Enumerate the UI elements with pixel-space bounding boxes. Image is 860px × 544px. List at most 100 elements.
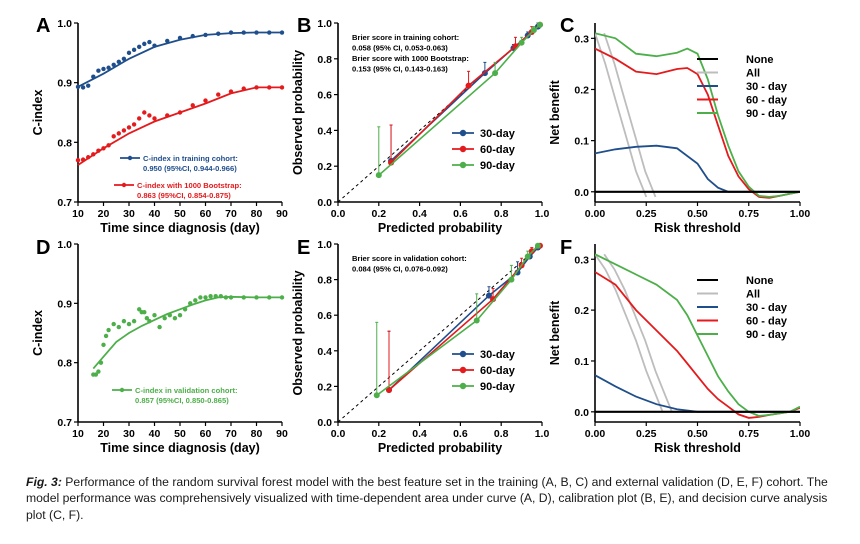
net-benefit-line-grey [595,253,664,413]
data-point-red [254,85,259,90]
data-point-green [203,295,208,300]
x-tick-label: 20 [98,208,110,220]
data-point-blue [254,30,259,35]
data-point-red [96,148,101,153]
legend-text: C-index in validation cohort: [135,386,238,395]
y-tick-label: 0.0 [317,417,332,429]
x-axis-title: Predicted probability [378,441,502,455]
data-point-blue [241,30,246,35]
calibration-point-green [534,242,541,249]
data-point-green [254,295,259,300]
panel-letter-D: D [36,237,50,259]
data-point-red [75,158,81,163]
data-point-green [93,372,99,377]
data-point-green [142,310,147,315]
data-point-green [279,295,285,300]
data-point-red [121,128,127,133]
legend-label: 60-day [480,144,516,156]
data-point-green [241,295,246,300]
data-point-red [131,122,137,127]
data-point-red [126,125,132,130]
data-point-blue [203,32,208,38]
net-benefit-line-green [595,32,800,198]
x-tick-label: 30 [123,208,135,220]
data-point-blue [86,83,91,88]
data-point-green [131,318,137,324]
data-point-blue [137,44,142,50]
legend-marker-blue [127,155,133,161]
legend-marker-red [459,145,467,153]
y-tick-label: 0.1 [574,356,589,368]
data-point-green [267,295,272,300]
figure-canvas: A 10 20 30 40 50 60 70 80 90 0.7 0.8 0.9 1.0 Time sinc… [31,15,810,455]
x-axis-title: Time since diagnosis (day) [100,221,260,235]
x-tick-label: 1.0 [535,428,550,440]
x-tick-label: 0.0 [331,428,346,440]
y-tick-label: 0.1 [574,136,589,148]
data-point-blue [165,38,170,44]
panel-B-axes: 0.0 0.2 0.4 0.6 0.8 1.0 0.0 0.2 0.4 0.6 0.8 1.0 Pred… [291,18,549,235]
y-tick-label: 0.2 [574,305,589,317]
x-tick-label: 50 [174,208,186,220]
legend-label: None [746,275,774,287]
y-axis-title: Observed probability [291,270,305,395]
panel-D-axes: 10 20 30 40 50 60 70 80 90 0.7 0.8 0.9 1.0 Time since… [31,239,288,455]
legend-label: 90-day [480,160,516,172]
brier-annotation: Brier score in validation cohort: [352,254,467,263]
panel-E-data: Brier score in validation cohort: 0.084 (… [337,242,543,423]
legend-label: All [746,68,760,80]
data-point-green [116,324,122,330]
legend-label: 30-day [480,349,516,361]
caption-text: Performance of the random survival fores… [26,475,828,522]
panel-A-axes: 10 20 30 40 50 60 70 80 90 0.7 0.8 0.9 1.0 Time since… [31,18,288,235]
x-tick-label: 0.2 [371,428,386,440]
y-tick-label: 0.6 [317,90,332,102]
x-tick-label: 60 [200,428,212,440]
data-point-green [103,333,109,339]
y-axis-title: Net benefit [548,300,562,365]
brier-annotation: 0.153 (95% CI, 0.143-0.163) [352,65,448,74]
x-tick-label: 1.0 [535,208,550,220]
legend-label: None [746,54,774,66]
data-point-green [223,295,229,300]
data-point-red [228,89,234,94]
data-point-blue [152,43,157,48]
data-point-red [147,113,152,118]
net-benefit-line-green [595,253,800,417]
data-point-red [152,116,157,121]
y-tick-label: 0.7 [57,197,72,209]
data-point-green [152,313,157,318]
x-tick-label: 40 [149,428,161,440]
x-tick-label: 0.4 [412,208,427,220]
x-tick-label: 0.00 [585,208,606,220]
legend-label: 60 - day [746,316,788,328]
panel-C-axes: 0.00 0.25 0.50 0.75 1.00 0.0 0.1 0.2 0.3 Risk thr… [548,23,810,235]
data-point-blue [80,85,86,90]
panel-letter-F: F [560,237,572,259]
data-point-red [190,103,195,108]
calibration-point-green [373,392,380,399]
net-benefit-line-blue [595,374,800,413]
y-tick-label: 0.9 [57,298,72,310]
net-benefit-line-red [595,47,800,199]
net-benefit-line-blue [595,144,800,193]
data-point-blue [75,84,81,90]
net-benefit-line-grey [595,32,648,198]
calibration-point-green [530,27,537,34]
data-point-blue [267,30,272,35]
data-point-blue [216,31,221,36]
brier-annotation: 0.058 (95% CI, 0.053-0.063) [352,44,448,53]
x-tick-label: 90 [276,428,288,440]
x-tick-label: 70 [225,428,237,440]
y-tick-label: 0.8 [57,137,72,149]
x-tick-label: 90 [276,208,288,220]
legend-label: 30 - day [746,81,788,93]
data-point-red [91,152,96,157]
data-point-red [137,116,142,121]
legend-label: All [746,289,760,301]
x-tick-label: 70 [225,208,237,220]
data-point-red [216,92,221,97]
data-point-blue [147,39,152,45]
